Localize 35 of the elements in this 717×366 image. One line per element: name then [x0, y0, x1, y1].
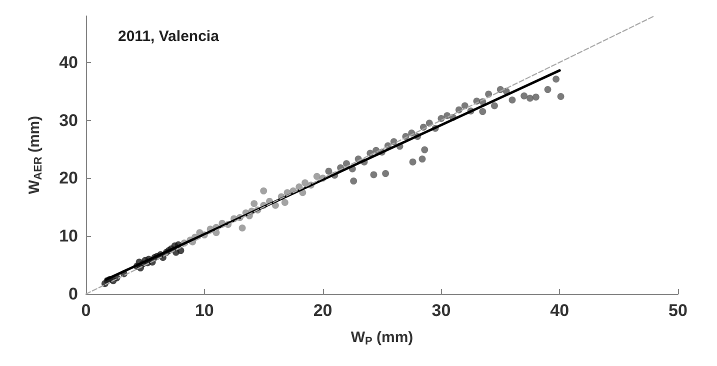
x-tick-label: 0 [81, 301, 91, 320]
x-tick-label: 20 [313, 301, 332, 320]
point [557, 93, 564, 100]
point [382, 170, 390, 178]
point [520, 92, 528, 100]
point [350, 178, 358, 185]
point [421, 146, 428, 154]
y-axis-title: WAER (mm) [26, 116, 44, 194]
point [281, 198, 288, 206]
text: 2011, Valencia [118, 28, 220, 45]
point [250, 200, 258, 208]
point [544, 86, 552, 94]
point [238, 224, 246, 232]
y-tick-label: 30 [59, 110, 78, 130]
point [325, 168, 332, 175]
y-tick-label: 10 [59, 226, 78, 246]
y-tick-label: 40 [59, 52, 78, 72]
x-tick-label: 30 [432, 301, 451, 320]
point [508, 96, 516, 104]
point [260, 187, 268, 194]
point [418, 156, 426, 163]
point [370, 171, 378, 178]
x-tick-label: 40 [550, 301, 570, 320]
x-tick-label: 10 [194, 301, 214, 320]
x-tick-label: 50 [668, 301, 688, 320]
point [526, 94, 534, 102]
point [552, 76, 560, 83]
y-tick-label: 0 [68, 284, 78, 304]
point [490, 102, 498, 110]
point [313, 172, 320, 180]
point [409, 158, 416, 166]
y-tick-label: 20 [59, 168, 78, 188]
point [479, 108, 486, 116]
point [532, 94, 540, 101]
point [302, 179, 309, 186]
